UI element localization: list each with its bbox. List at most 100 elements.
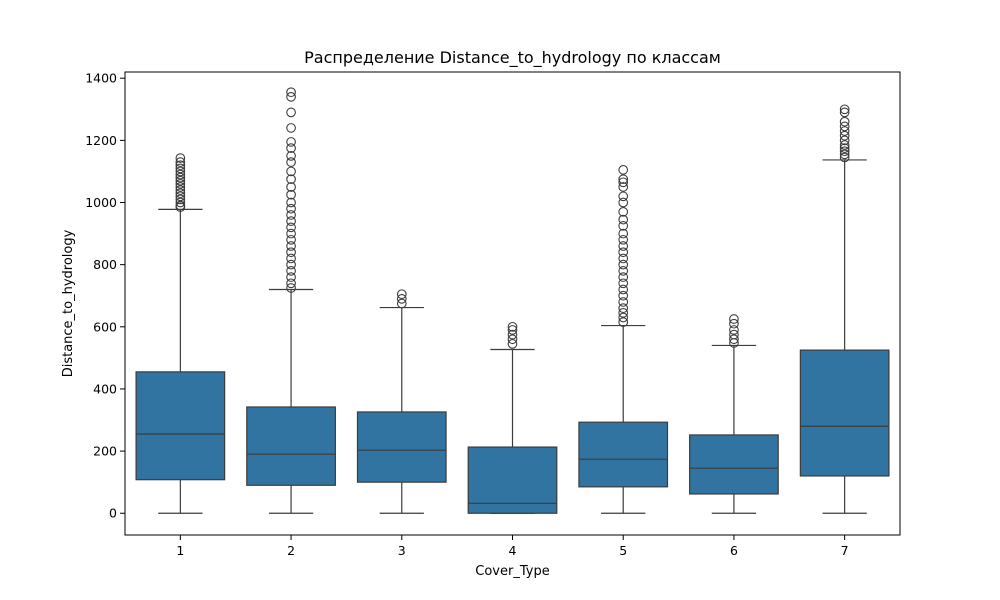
outlier-point: [839, 143, 850, 153]
outlier-point: [618, 234, 629, 245]
outlier-point: [286, 197, 296, 208]
x-tick-label: 7: [841, 543, 849, 558]
outlier-point: [839, 130, 850, 141]
outlier-point: [286, 203, 296, 214]
outlier-point: [175, 200, 186, 211]
y-tick-label: 0: [109, 506, 117, 521]
y-tick-label: 800: [93, 257, 117, 272]
outlier-point: [286, 151, 296, 161]
outlier-point: [286, 216, 296, 227]
x-tick-label: 1: [176, 543, 184, 558]
outlier-point: [175, 172, 186, 183]
outlier-point: [396, 293, 407, 304]
outlier-point: [729, 334, 739, 345]
outlier-point: [507, 325, 518, 335]
iqr-box: [246, 406, 336, 486]
outlier-point: [286, 87, 296, 98]
outlier-point: [839, 135, 850, 146]
outlier-point: [175, 169, 186, 180]
y-tick-label: 1000: [85, 195, 117, 210]
outlier-point: [618, 266, 629, 276]
box-5: [578, 165, 669, 514]
outlier-point: [839, 104, 850, 115]
outlier-point: [839, 149, 850, 160]
outlier-point: [618, 247, 629, 258]
outlier-point: [729, 329, 739, 340]
outlier-point: [618, 297, 629, 307]
box-6: [689, 314, 779, 514]
outlier-point: [729, 325, 739, 335]
outlier-point: [286, 137, 296, 147]
outlier-point: [396, 298, 407, 309]
outlier-point: [175, 197, 186, 208]
outlier-point: [618, 197, 629, 208]
outlier-point: [839, 107, 850, 118]
outlier-point: [175, 160, 186, 171]
outlier-point: [618, 177, 629, 188]
outlier-point: [618, 228, 629, 239]
outlier-point: [286, 182, 296, 192]
outlier-point: [175, 166, 186, 177]
iqr-box: [135, 371, 226, 481]
outlier-point: [286, 210, 296, 220]
outlier-point: [286, 259, 296, 270]
box-2: [246, 87, 336, 514]
outlier-point: [286, 143, 296, 153]
outlier-point: [286, 247, 296, 258]
outlier-point: [618, 290, 629, 301]
outlier-point: [175, 191, 186, 202]
x-tick-label: 5: [619, 543, 627, 558]
iqr-box: [578, 421, 669, 488]
outlier-point: [286, 107, 296, 118]
outlier-point: [618, 253, 629, 264]
outlier-point: [839, 121, 850, 132]
outlier-point: [618, 182, 629, 192]
x-tick-label: 2: [287, 543, 295, 558]
outlier-point: [507, 329, 518, 340]
outlier-point: [175, 163, 186, 174]
plot-area: 0 200 400 600 800 1000 1200 1400 1 2 3 4 5 6 7: [85, 71, 901, 558]
outlier-point: [618, 259, 629, 270]
outlier-point: [618, 317, 629, 327]
outlier-point: [839, 146, 850, 157]
outlier-point: [618, 303, 629, 314]
outlier-point: [839, 126, 850, 136]
outlier-point: [286, 272, 296, 282]
outlier-point: [618, 312, 629, 323]
outlier-point: [729, 318, 739, 329]
y-tick-label: 400: [93, 381, 117, 396]
box-3: [356, 289, 447, 514]
outlier-point: [286, 157, 296, 167]
outlier-point: [618, 272, 629, 282]
outlier-point: [839, 152, 850, 163]
outlier-point: [618, 165, 629, 175]
outlier-point: [618, 307, 629, 318]
outlier-point: [175, 194, 186, 205]
box-7: [799, 104, 890, 514]
outlier-point: [286, 174, 296, 185]
outlier-point: [175, 188, 186, 199]
outlier-point: [618, 220, 629, 231]
outlier-point: [396, 289, 407, 300]
outlier-point: [286, 278, 296, 289]
outlier-point: [175, 153, 186, 163]
outlier-point: [286, 266, 296, 276]
x-tick-label: 6: [730, 543, 738, 558]
outlier-point: [175, 179, 186, 189]
outlier-point: [286, 166, 296, 177]
outlier-point: [175, 157, 186, 167]
x-axis-label: Cover_Type: [475, 564, 549, 579]
iqr-box: [356, 411, 447, 483]
y-axis-label: Distance_to_hydrology: [61, 229, 76, 377]
outlier-point: [618, 241, 629, 251]
x-tick-label: 3: [398, 543, 406, 558]
outlier-point: [839, 140, 850, 150]
y-tick-label: 200: [93, 444, 117, 459]
y-tick-label: 1400: [85, 71, 117, 86]
outlier-point: [175, 185, 186, 195]
outlier-point: [507, 334, 518, 345]
iqr-box: [799, 349, 890, 477]
y-tick-label: 600: [93, 319, 117, 334]
outlier-point: [286, 228, 296, 239]
